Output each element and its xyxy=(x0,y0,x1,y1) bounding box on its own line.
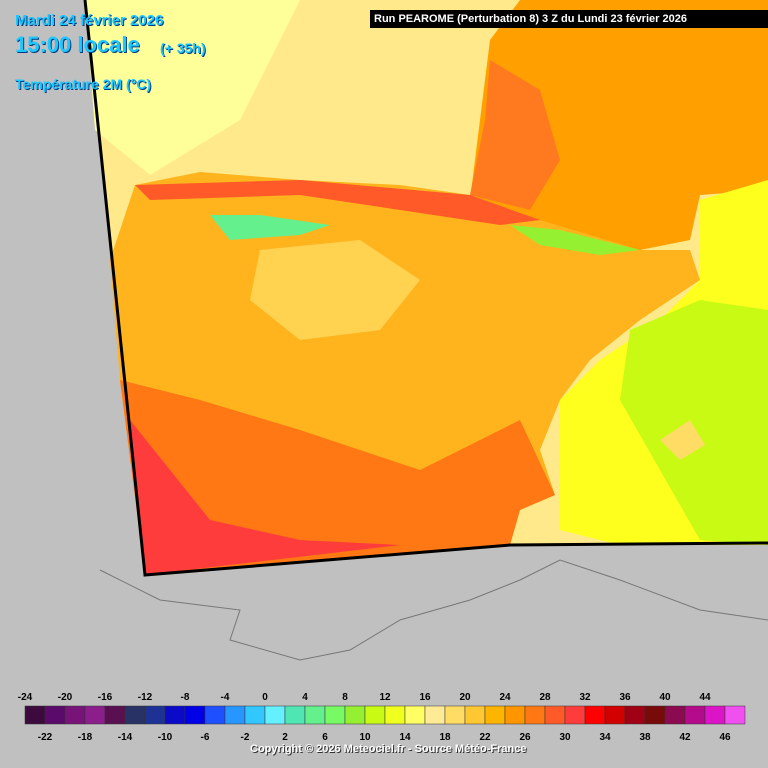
legend-label: 30 xyxy=(559,732,571,743)
legend-label: 22 xyxy=(479,732,491,743)
legend-label: 32 xyxy=(579,692,591,703)
copyright: Copyright © 2026 Meteociel.fr - Source M… xyxy=(250,743,527,755)
legend-swatch xyxy=(24,705,46,725)
med-green xyxy=(620,300,768,545)
legend-swatch xyxy=(264,705,286,725)
legend-label: -22 xyxy=(38,732,53,743)
legend-label: 40 xyxy=(659,692,671,703)
legend-label: 4 xyxy=(302,692,308,703)
legend-swatch xyxy=(724,705,746,725)
legend-label: -20 xyxy=(58,692,73,703)
legend-swatch xyxy=(444,705,466,725)
legend-label: 2 xyxy=(282,732,288,743)
legend-swatch xyxy=(624,705,646,725)
legend-swatch xyxy=(644,705,666,725)
sea-west xyxy=(85,0,300,175)
legend-label: 16 xyxy=(419,692,431,703)
legend-swatch xyxy=(564,705,586,725)
south-hot xyxy=(130,420,400,575)
legend-swatch xyxy=(164,705,186,725)
valid-time: 15:00 locale xyxy=(15,32,140,57)
legend-swatch xyxy=(544,705,566,725)
legend-label: -24 xyxy=(18,692,33,703)
mountains xyxy=(210,215,330,240)
legend-swatch xyxy=(84,705,106,725)
legend-swatch xyxy=(244,705,266,725)
legend-swatch xyxy=(664,705,686,725)
legend-label: -16 xyxy=(98,692,113,703)
legend-label: 36 xyxy=(619,692,631,703)
legend-label: 34 xyxy=(599,732,611,743)
legend-label: 14 xyxy=(399,732,411,743)
legend-swatch xyxy=(344,705,366,725)
legend-swatch xyxy=(184,705,206,725)
legend-swatch xyxy=(304,705,326,725)
legend-label: -8 xyxy=(181,692,190,703)
legend-label: 42 xyxy=(679,732,691,743)
run-info: Run PEAROME (Perturbation 8) 3 Z du Lund… xyxy=(370,10,768,28)
legend-label: -12 xyxy=(138,692,153,703)
legend-label: -18 xyxy=(78,732,93,743)
legend-label: 0 xyxy=(262,692,268,703)
legend-swatch xyxy=(124,705,146,725)
legend-label: 8 xyxy=(342,692,348,703)
legend-swatch xyxy=(324,705,346,725)
legend-swatch xyxy=(464,705,486,725)
legend-label: 18 xyxy=(439,732,451,743)
legend-label: 24 xyxy=(499,692,511,703)
africa-coast xyxy=(99,559,768,661)
legend-swatch xyxy=(364,705,386,725)
legend-label: -2 xyxy=(241,732,250,743)
legend-label: -6 xyxy=(201,732,210,743)
legend-swatch xyxy=(104,705,126,725)
lead-time: (+ 35h) xyxy=(160,40,206,56)
legend-swatch xyxy=(284,705,306,725)
legend-swatch xyxy=(504,705,526,725)
legend-swatch xyxy=(404,705,426,725)
legend-swatch xyxy=(64,705,86,725)
legend-label: 46 xyxy=(719,732,731,743)
legend-label: 12 xyxy=(379,692,391,703)
legend-label: -4 xyxy=(221,692,230,703)
legend-swatch xyxy=(144,705,166,725)
legend-label: -14 xyxy=(118,732,133,743)
legend-label: 28 xyxy=(539,692,551,703)
legend-swatch xyxy=(704,705,726,725)
legend-swatch xyxy=(204,705,226,725)
variable: Température 2M (°C) xyxy=(15,76,152,92)
meseta xyxy=(250,240,420,340)
legend-swatch xyxy=(224,705,246,725)
legend-swatch xyxy=(584,705,606,725)
legend-label: 38 xyxy=(639,732,651,743)
france xyxy=(470,0,768,250)
legend-label: 6 xyxy=(322,732,328,743)
legend-label: 10 xyxy=(359,732,371,743)
legend-label: 26 xyxy=(519,732,531,743)
domain-edge xyxy=(83,0,768,577)
legend-label: -10 xyxy=(158,732,173,743)
date: Mardi 24 février 2026 xyxy=(15,12,164,29)
legend-swatch xyxy=(604,705,626,725)
north-coast xyxy=(135,180,540,225)
legend-swatch xyxy=(524,705,546,725)
legend-label: 20 xyxy=(459,692,471,703)
pyrenees xyxy=(510,225,640,255)
france-warm xyxy=(470,60,560,210)
legend-swatch xyxy=(384,705,406,725)
legend-swatch xyxy=(684,705,706,725)
legend-swatch xyxy=(424,705,446,725)
mallorca xyxy=(660,420,705,460)
legend-label: 44 xyxy=(699,692,711,703)
legend-swatch xyxy=(484,705,506,725)
legend-swatch xyxy=(44,705,66,725)
color-legend: -24-22-20-18-16-14-12-10-8-6-4-202468101… xyxy=(18,692,746,743)
